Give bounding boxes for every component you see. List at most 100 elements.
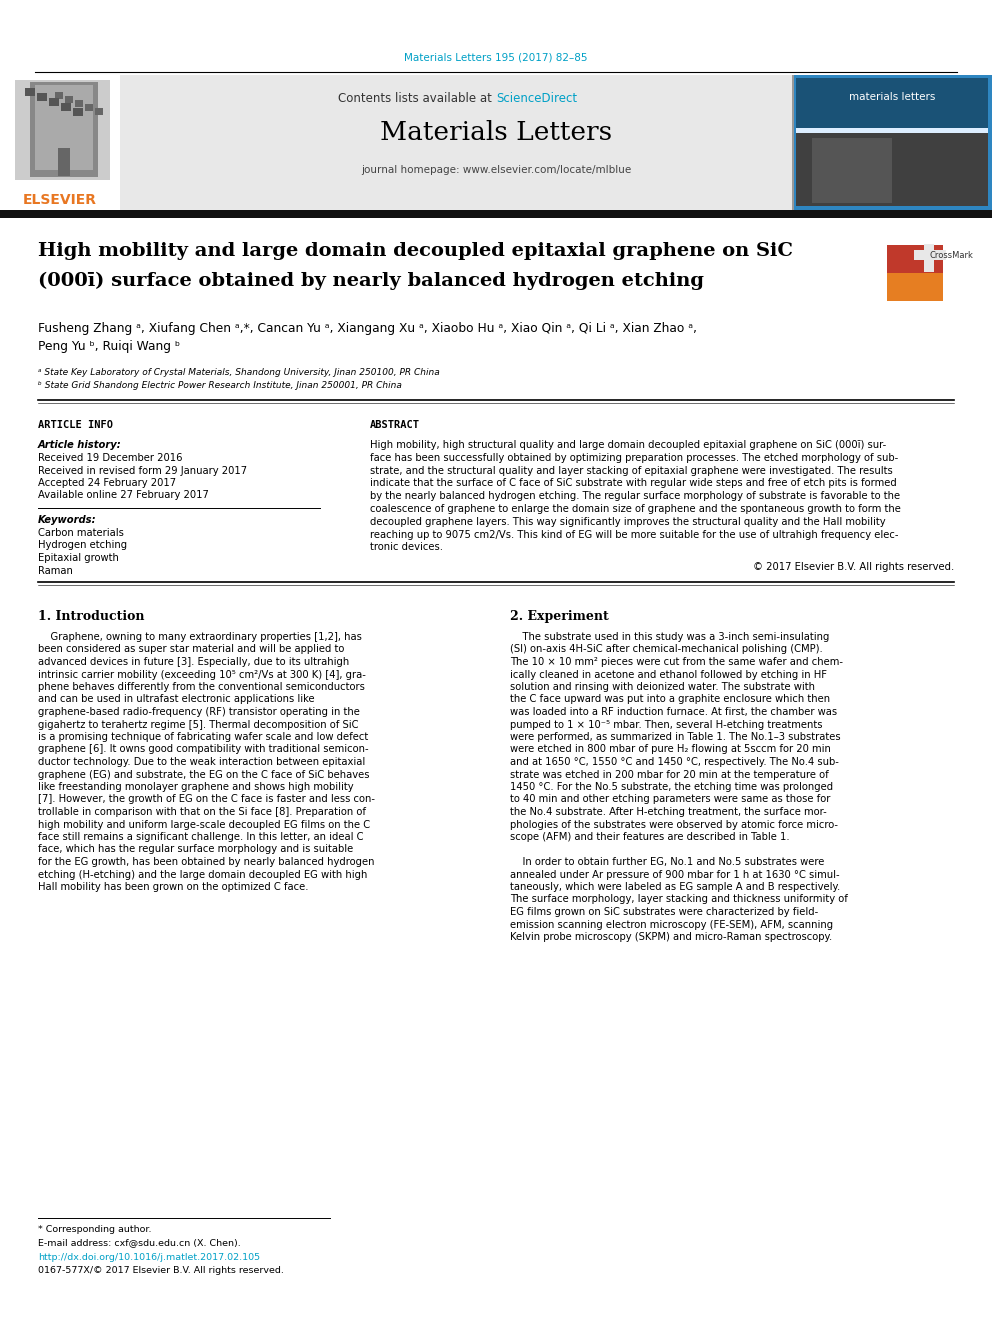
Text: Materials Letters 195 (2017) 82–85: Materials Letters 195 (2017) 82–85	[405, 52, 587, 62]
Text: pumped to 1 × 10⁻⁵ mbar. Then, several H-etching treatments: pumped to 1 × 10⁻⁵ mbar. Then, several H…	[510, 720, 822, 729]
Text: ABSTRACT: ABSTRACT	[370, 419, 420, 430]
Text: graphene (EG) and substrate, the EG on the C face of SiC behaves: graphene (EG) and substrate, the EG on t…	[38, 770, 369, 779]
Text: the No.4 substrate. After H-etching treatment, the surface mor-: the No.4 substrate. After H-etching trea…	[510, 807, 826, 818]
Bar	[49, 98, 59, 106]
Text: 0167-577X/© 2017 Elsevier B.V. All rights reserved.: 0167-577X/© 2017 Elsevier B.V. All right…	[38, 1266, 284, 1275]
Text: scope (AFM) and their features are described in Table 1.: scope (AFM) and their features are descr…	[510, 832, 790, 841]
Text: were etched in 800 mbar of pure H₂ flowing at 5sccm for 20 min: were etched in 800 mbar of pure H₂ flowi…	[510, 745, 831, 754]
Text: Raman: Raman	[38, 565, 72, 576]
Text: annealed under Ar pressure of 900 mbar for 1 h at 1630 °C simul-: annealed under Ar pressure of 900 mbar f…	[510, 869, 839, 880]
Bar	[792, 75, 992, 210]
Text: were performed, as summarized in Table 1. The No.1–3 substrates: were performed, as summarized in Table 1…	[510, 732, 840, 742]
Bar	[65, 97, 73, 103]
Text: the C face upward was put into a graphite enclosure which then: the C face upward was put into a graphit…	[510, 695, 830, 705]
Text: been considered as super star material and will be applied to: been considered as super star material a…	[38, 644, 344, 655]
Text: 1. Introduction: 1. Introduction	[38, 610, 145, 623]
Text: Hydrogen etching: Hydrogen etching	[38, 541, 127, 550]
Text: Contents lists available at: Contents lists available at	[338, 93, 496, 105]
Text: and can be used in ultrafast electronic applications like: and can be used in ultrafast electronic …	[38, 695, 314, 705]
Text: and at 1650 °C, 1550 °C and 1450 °C, respectively. The No.4 sub-: and at 1650 °C, 1550 °C and 1450 °C, res…	[510, 757, 839, 767]
Text: face has been successfully obtained by optimizing preparation processes. The etc: face has been successfully obtained by o…	[370, 452, 898, 463]
Text: Received 19 December 2016: Received 19 December 2016	[38, 452, 183, 463]
Text: gigahertz to terahertz regime [5]. Thermal decomposition of SiC: gigahertz to terahertz regime [5]. Therm…	[38, 720, 358, 729]
Bar	[924, 243, 934, 273]
Bar	[35, 85, 93, 169]
Text: Materials Letters: Materials Letters	[380, 120, 612, 146]
Bar	[796, 134, 988, 206]
Text: was loaded into a RF induction furnace. At first, the chamber was: was loaded into a RF induction furnace. …	[510, 706, 837, 717]
Bar	[914, 250, 946, 261]
Text: tronic devices.: tronic devices.	[370, 542, 443, 553]
Bar	[792, 75, 794, 210]
Bar	[120, 75, 872, 210]
Bar	[0, 210, 992, 218]
Bar	[73, 108, 83, 116]
Text: journal homepage: www.elsevier.com/locate/mlblue: journal homepage: www.elsevier.com/locat…	[361, 165, 631, 175]
Bar	[61, 103, 71, 111]
Text: Available online 27 February 2017: Available online 27 February 2017	[38, 491, 209, 500]
Text: Hall mobility has been grown on the optimized C face.: Hall mobility has been grown on the opti…	[38, 882, 309, 892]
Text: to 40 min and other etching parameters were same as those for: to 40 min and other etching parameters w…	[510, 795, 830, 804]
Text: indicate that the surface of C face of SiC substrate with regular wide steps and: indicate that the surface of C face of S…	[370, 479, 897, 488]
Text: high mobility and uniform large-scale decoupled EG films on the C: high mobility and uniform large-scale de…	[38, 819, 370, 830]
Text: Accepted 24 February 2017: Accepted 24 February 2017	[38, 478, 177, 488]
Text: emission scanning electron microscopy (FE-SEM), AFM, scanning: emission scanning electron microscopy (F…	[510, 919, 833, 930]
Text: strate was etched in 200 mbar for 20 min at the temperature of: strate was etched in 200 mbar for 20 min…	[510, 770, 828, 779]
Text: is a promising technique of fabricating wafer scale and low defect: is a promising technique of fabricating …	[38, 732, 368, 742]
Text: [7]. However, the growth of EG on the C face is faster and less con-: [7]. However, the growth of EG on the C …	[38, 795, 375, 804]
Text: face, which has the regular surface morphology and is suitable: face, which has the regular surface morp…	[38, 844, 353, 855]
Text: 1450 °C. For the No.5 substrate, the etching time was prolonged: 1450 °C. For the No.5 substrate, the etc…	[510, 782, 833, 792]
Bar	[812, 138, 892, 202]
Text: decoupled graphene layers. This way significantly improves the structural qualit: decoupled graphene layers. This way sign…	[370, 517, 886, 527]
Text: 2. Experiment: 2. Experiment	[510, 610, 609, 623]
Text: Fusheng Zhang ᵃ, Xiufang Chen ᵃ,*, Cancan Yu ᵃ, Xiangang Xu ᵃ, Xiaobo Hu ᵃ, Xiao: Fusheng Zhang ᵃ, Xiufang Chen ᵃ,*, Canca…	[38, 321, 697, 335]
Bar	[37, 93, 47, 101]
Text: ᵃ State Key Laboratory of Crystal Materials, Shandong University, Jinan 250100, : ᵃ State Key Laboratory of Crystal Materi…	[38, 368, 439, 377]
Bar	[25, 89, 35, 97]
Bar	[887, 273, 915, 302]
Text: CrossMark: CrossMark	[930, 251, 974, 261]
Text: http://dx.doi.org/10.1016/j.matlet.2017.02.105: http://dx.doi.org/10.1016/j.matlet.2017.…	[38, 1253, 260, 1262]
Bar	[915, 245, 943, 273]
Text: like freestanding monolayer graphene and shows high mobility: like freestanding monolayer graphene and…	[38, 782, 353, 792]
Bar	[887, 245, 915, 273]
Text: EG films grown on SiC substrates were characterized by field-: EG films grown on SiC substrates were ch…	[510, 908, 818, 917]
Text: graphene-based radio-frequency (RF) transistor operating in the: graphene-based radio-frequency (RF) tran…	[38, 706, 360, 717]
Text: for the EG growth, has been obtained by nearly balanced hydrogen: for the EG growth, has been obtained by …	[38, 857, 375, 867]
Text: Article history:: Article history:	[38, 441, 122, 450]
Bar	[55, 93, 63, 99]
Text: phene behaves differently from the conventional semiconductors: phene behaves differently from the conve…	[38, 681, 365, 692]
Bar	[15, 79, 110, 180]
Bar	[58, 148, 70, 176]
Text: Received in revised form 29 January 2017: Received in revised form 29 January 2017	[38, 466, 247, 475]
Bar	[915, 273, 943, 302]
Text: Graphene, owning to many extraordinary properties [1,2], has: Graphene, owning to many extraordinary p…	[38, 632, 362, 642]
Bar	[95, 108, 103, 115]
Text: by the nearly balanced hydrogen etching. The regular surface morphology of subst: by the nearly balanced hydrogen etching.…	[370, 491, 900, 501]
Bar	[85, 105, 93, 111]
Text: Keywords:: Keywords:	[38, 515, 96, 525]
Text: ELSEVIER: ELSEVIER	[23, 193, 97, 206]
Text: reaching up to 9075 cm2/Vs. This kind of EG will be more suitable for the use of: reaching up to 9075 cm2/Vs. This kind of…	[370, 529, 899, 540]
Text: High mobility and large domain decoupled epitaxial graphene on SiC: High mobility and large domain decoupled…	[38, 242, 793, 261]
Text: advanced devices in future [3]. Especially, due to its ultrahigh: advanced devices in future [3]. Especial…	[38, 658, 349, 667]
Text: E-mail address: cxf@sdu.edu.cn (X. Chen).: E-mail address: cxf@sdu.edu.cn (X. Chen)…	[38, 1238, 241, 1248]
Text: taneously, which were labeled as EG sample A and B respectively.: taneously, which were labeled as EG samp…	[510, 882, 840, 892]
Text: The 10 × 10 mm² pieces were cut from the same wafer and chem-: The 10 × 10 mm² pieces were cut from the…	[510, 658, 843, 667]
Text: ᵇ State Grid Shandong Electric Power Research Institute, Jinan 250001, PR China: ᵇ State Grid Shandong Electric Power Res…	[38, 381, 402, 390]
Text: graphene [6]. It owns good compatibility with traditional semicon-: graphene [6]. It owns good compatibility…	[38, 745, 369, 754]
Text: High mobility, high structural quality and large domain decoupled epitaxial grap: High mobility, high structural quality a…	[370, 441, 886, 450]
Text: ductor technology. Due to the weak interaction between epitaxial: ductor technology. Due to the weak inter…	[38, 757, 365, 767]
Text: * Corresponding author.: * Corresponding author.	[38, 1225, 152, 1234]
Text: Epitaxial growth: Epitaxial growth	[38, 553, 119, 564]
Text: The substrate used in this study was a 3-inch semi-insulating: The substrate used in this study was a 3…	[510, 632, 829, 642]
Text: face still remains a significant challenge. In this letter, an ideal C: face still remains a significant challen…	[38, 832, 363, 841]
Text: Kelvin probe microscopy (SKPM) and micro-Raman spectroscopy.: Kelvin probe microscopy (SKPM) and micro…	[510, 931, 832, 942]
Bar	[75, 101, 83, 107]
Bar	[30, 82, 98, 177]
Text: (SI) on-axis 4H-SiC after chemical-mechanical polishing (CMP).: (SI) on-axis 4H-SiC after chemical-mecha…	[510, 644, 822, 655]
Text: The surface morphology, layer stacking and thickness uniformity of: The surface morphology, layer stacking a…	[510, 894, 848, 905]
Text: solution and rinsing with deionized water. The substrate with: solution and rinsing with deionized wate…	[510, 681, 815, 692]
Text: materials letters: materials letters	[849, 93, 935, 102]
Bar	[796, 78, 988, 128]
